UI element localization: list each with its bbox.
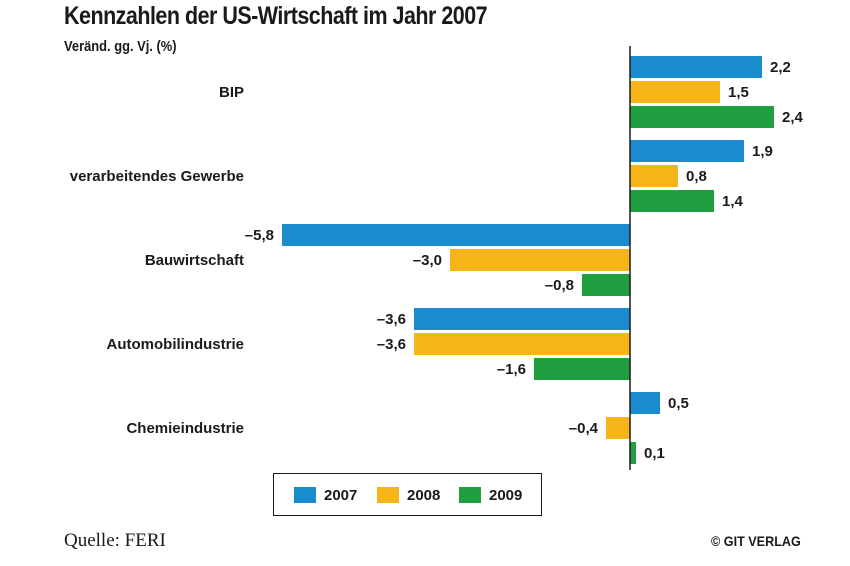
value-label-bauwirtschaft-2009: –0,8 <box>545 277 574 294</box>
value-label-automobilindustrie-2009: –1,6 <box>497 361 526 378</box>
category-label-verarbeitendes-gewerbe: verarbeitendes Gewerbe <box>70 168 244 185</box>
bar-verarbeitendes-gewerbe-2009 <box>630 190 714 212</box>
bar-automobilindustrie-2009 <box>534 358 630 380</box>
value-label-verarbeitendes-gewerbe-2009: 1,4 <box>722 193 744 210</box>
bar-automobilindustrie-2007 <box>414 308 630 330</box>
bar-chemieindustrie-2009 <box>630 442 636 464</box>
value-label-chemieindustrie-2007: 0,5 <box>668 395 689 412</box>
value-label-bip-2007: 2,2 <box>770 59 791 76</box>
value-label-automobilindustrie-2007: –3,6 <box>377 311 406 328</box>
bar-verarbeitendes-gewerbe-2008 <box>630 165 678 187</box>
category-label-automobilindustrie: Automobilindustrie <box>107 336 245 353</box>
bar-verarbeitendes-gewerbe-2007 <box>630 140 744 162</box>
legend: 2007 2008 2009 <box>273 473 542 516</box>
chart-title: Kennzahlen der US-Wirtschaft im Jahr 200… <box>64 2 488 30</box>
value-label-chemieindustrie-2009: 0,1 <box>644 445 665 462</box>
bar-bip-2008 <box>630 81 720 103</box>
value-label-bip-2009: 2,4 <box>782 109 804 126</box>
legend-label-2007: 2007 <box>324 486 358 504</box>
bar-bauwirtschaft-2007 <box>282 224 630 246</box>
value-label-verarbeitendes-gewerbe-2008: 0,8 <box>686 168 707 185</box>
bar-bip-2007 <box>630 56 762 78</box>
legend-label-2009: 2009 <box>489 486 523 504</box>
category-label-chemieindustrie: Chemieindustrie <box>126 420 244 437</box>
bar-automobilindustrie-2008 <box>414 333 630 355</box>
legend-item-2009: 2009 <box>459 486 522 504</box>
bar-chemieindustrie-2007 <box>630 392 660 414</box>
bar-bauwirtschaft-2009 <box>582 274 630 296</box>
legend-swatch-2007 <box>294 487 316 503</box>
category-label-bauwirtschaft: Bauwirtschaft <box>145 252 244 269</box>
value-label-chemieindustrie-2008: –0,4 <box>569 420 599 437</box>
legend-label-2008: 2008 <box>407 486 441 504</box>
source-note: Quelle: FERI <box>64 530 166 551</box>
bar-bauwirtschaft-2008 <box>450 249 630 271</box>
legend-swatch-2009 <box>459 487 481 503</box>
legend-swatch-2008 <box>377 487 399 503</box>
value-label-bauwirtschaft-2008: –3,0 <box>413 252 442 269</box>
copyright-credit: © GIT VERLAG <box>711 533 801 549</box>
bar-chemieindustrie-2008 <box>606 417 630 439</box>
value-label-bauwirtschaft-2007: –5,8 <box>245 227 274 244</box>
category-label-bip: BIP <box>219 84 244 101</box>
chart-subtitle: Veränd. gg. Vj. (%) <box>64 38 177 55</box>
value-label-verarbeitendes-gewerbe-2007: 1,9 <box>752 143 773 160</box>
value-label-bip-2008: 1,5 <box>728 84 749 101</box>
value-label-automobilindustrie-2008: –3,6 <box>377 336 406 353</box>
legend-item-2008: 2008 <box>377 486 440 504</box>
legend-item-2007: 2007 <box>294 486 357 504</box>
bar-bip-2009 <box>630 106 774 128</box>
